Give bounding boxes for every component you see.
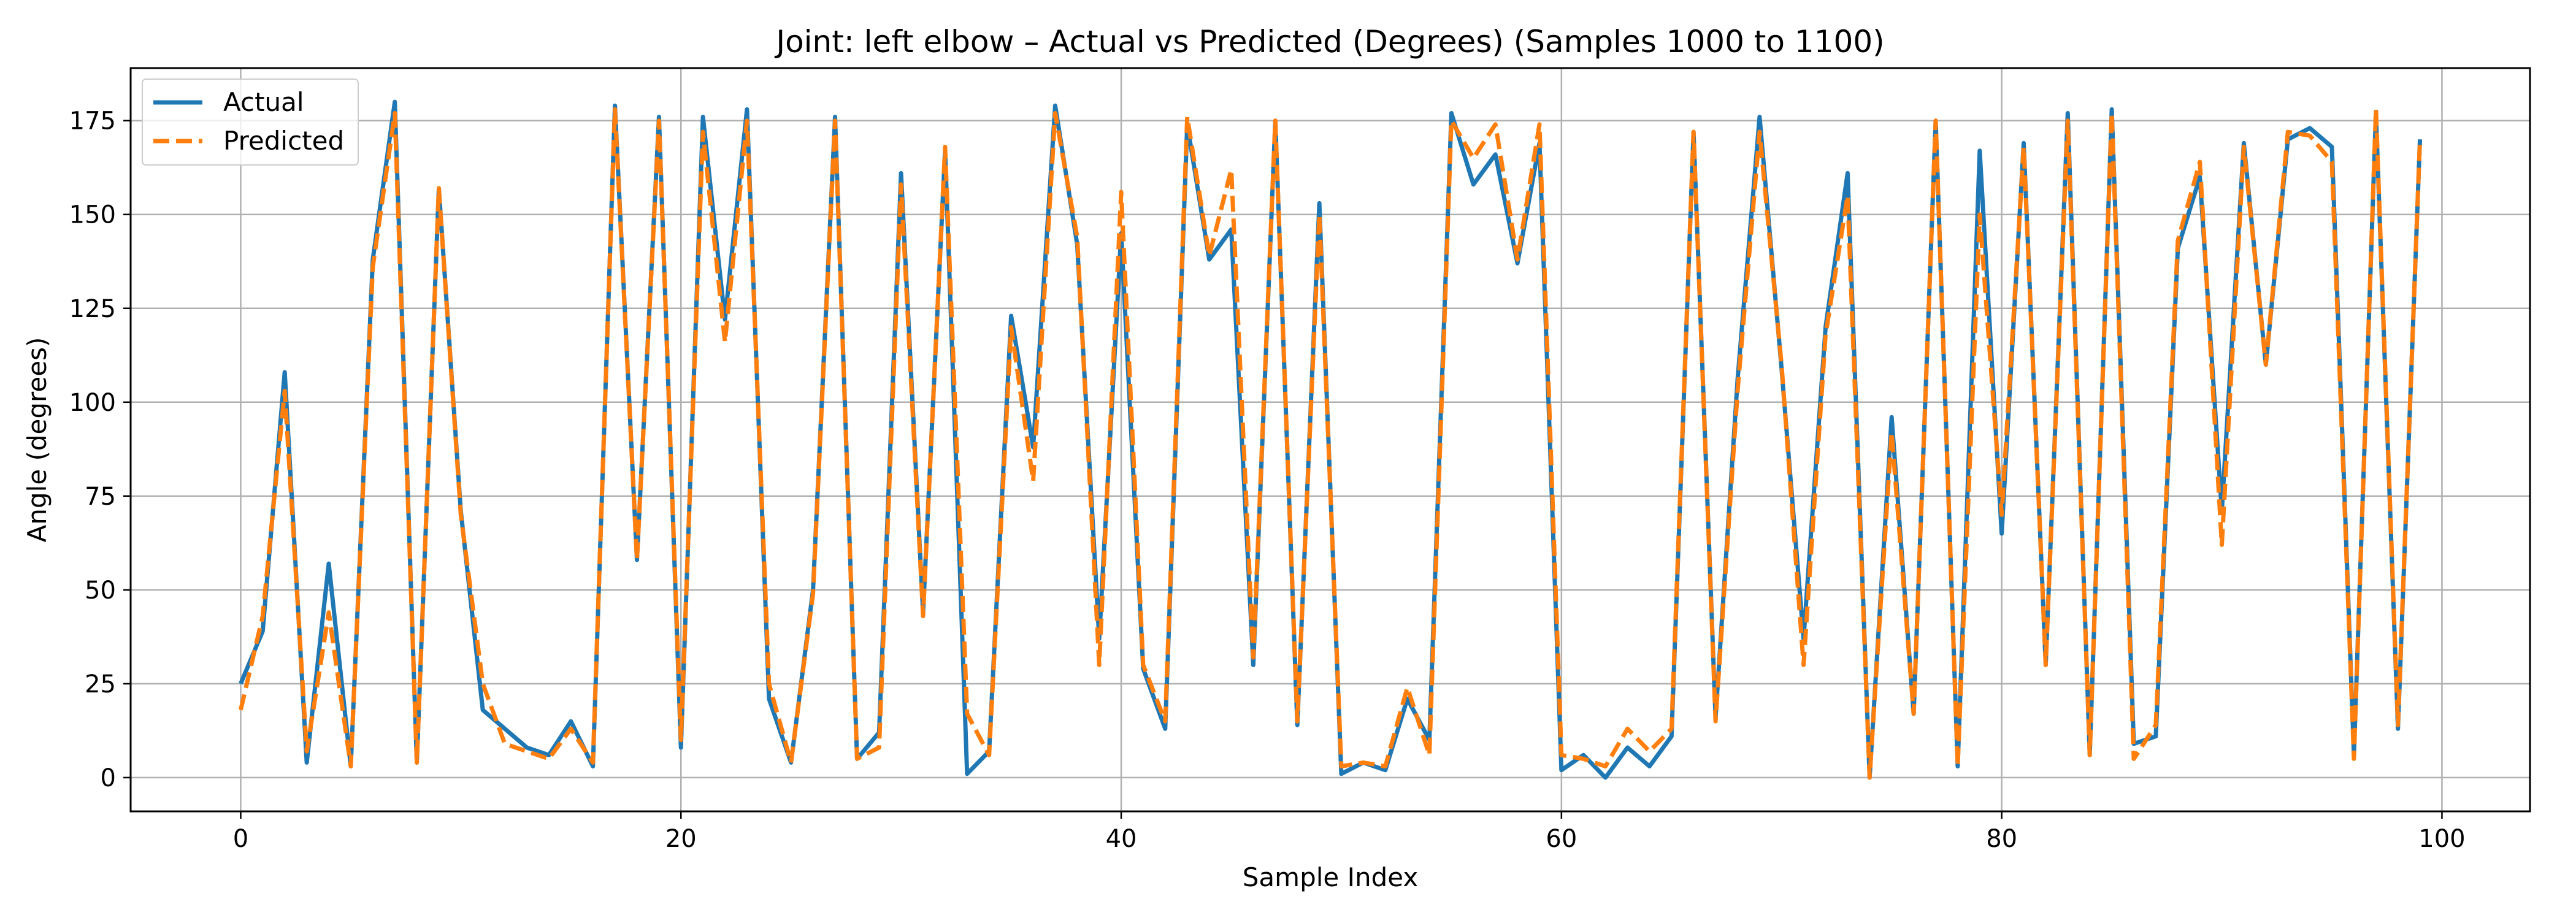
x-tick-label: 60 [1546, 825, 1577, 853]
legend-label-actual: Actual [223, 87, 304, 117]
plot-frame [129, 67, 2531, 813]
series-lines [238, 99, 2423, 780]
y-tick-label: 25 [85, 670, 116, 699]
x-tick-label: 20 [665, 825, 697, 853]
x-tick-label: 100 [2418, 825, 2465, 853]
legend-label-predicted: Predicted [223, 126, 344, 156]
series-line-predicted [238, 107, 2423, 780]
y-tick-label: 100 [69, 389, 116, 417]
y-tick-label: 175 [69, 107, 116, 136]
x-tick-label: 80 [1986, 825, 2017, 853]
y-tick-label: 75 [85, 483, 116, 511]
x-tick-label: 0 [233, 825, 248, 853]
y-tick-label: 0 [101, 764, 116, 792]
axis-ticks: 0 20 40 60 80 100 0 25 50 75 100 125 150 175 [69, 107, 2466, 853]
x-axis-label: Sample Index [1243, 862, 1418, 892]
chart-title: Joint: left elbow – Actual vs Predicted … [774, 24, 1884, 59]
x-tick-label: 40 [1106, 825, 1137, 853]
y-axis-label: Angle (degrees) [22, 337, 52, 543]
y-tick-label: 50 [85, 576, 116, 605]
y-tick-label: 150 [69, 201, 116, 229]
y-tick-label: 125 [69, 295, 116, 323]
legend: Actual Predicted [142, 79, 359, 166]
